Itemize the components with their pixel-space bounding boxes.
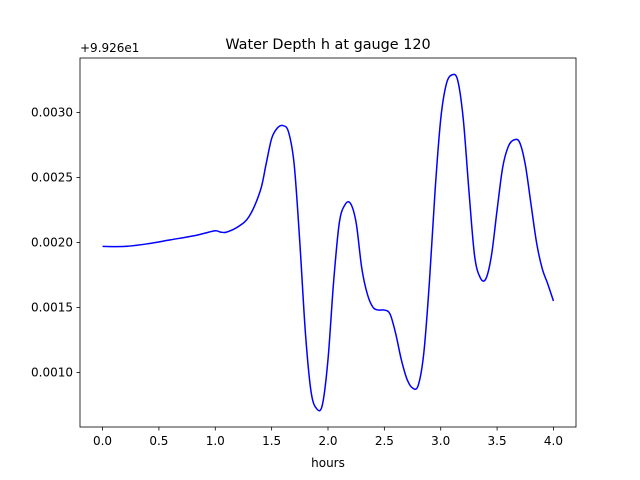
x-tick-label: 1.5 (262, 434, 281, 448)
plot-area (102, 73, 555, 412)
x-tick-label: 4.0 (544, 434, 563, 448)
x-tick-label: 2.5 (375, 434, 394, 448)
x-tick-label: 3.0 (431, 434, 450, 448)
y-offset-text: +9.926e1 (80, 41, 139, 55)
chart-title: Water Depth h at gauge 120 (225, 37, 430, 53)
y-axis: 0.0010 0.0015 0.0020 0.0025 0.0030 (31, 106, 80, 379)
x-tick-label: 0.0 (93, 434, 112, 448)
y-tick-label: 0.0015 (31, 300, 73, 314)
x-axis: 0.0 0.5 1.0 1.5 2.0 2.5 3.0 3.5 4.0 (93, 427, 563, 448)
y-tick-label: 0.0025 (31, 171, 73, 185)
y-tick-label: 0.0010 (31, 365, 73, 379)
y-tick-label: 0.0030 (31, 106, 73, 120)
x-tick-label: 3.5 (488, 434, 507, 448)
series-line (102, 73, 555, 412)
y-tick-label: 0.0020 (31, 236, 73, 250)
x-tick-label: 1.0 (206, 434, 225, 448)
x-tick-label: 2.0 (318, 434, 337, 448)
x-tick-label: 0.5 (149, 434, 168, 448)
x-axis-label: hours (311, 456, 345, 470)
